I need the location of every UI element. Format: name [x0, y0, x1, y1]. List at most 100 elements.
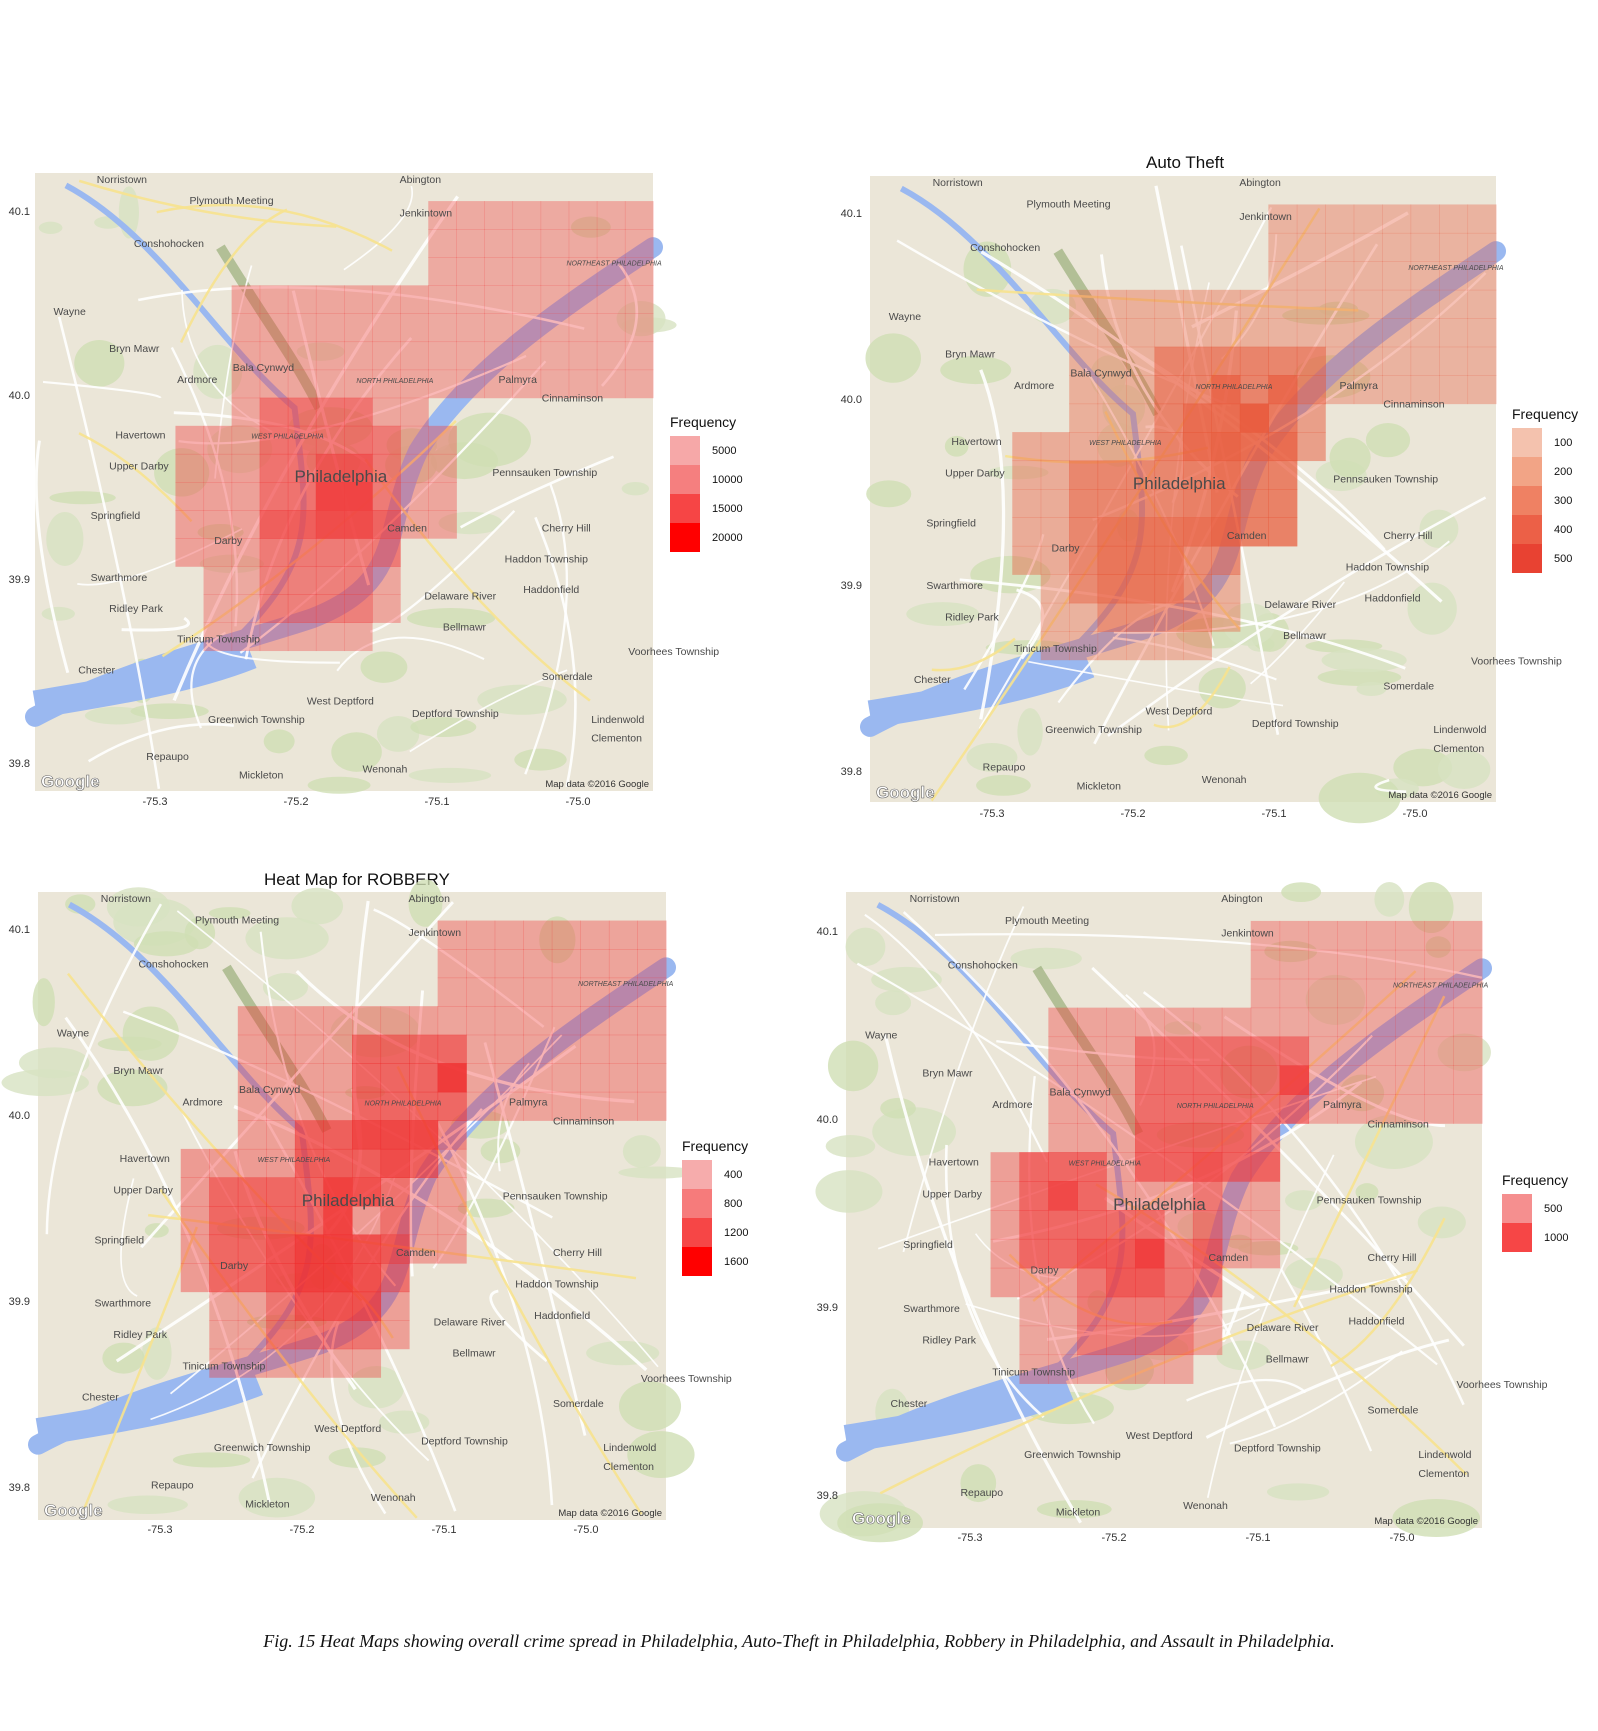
heat-tile: [637, 1034, 667, 1064]
heat-tile: [1097, 346, 1127, 376]
heat-tile: [1019, 1354, 1049, 1384]
road: [934, 933, 1483, 979]
heat-tile: [203, 566, 233, 595]
place-label: Haddon Township: [505, 553, 588, 565]
heat-tile: [1424, 920, 1454, 951]
heat-tile: [1164, 1238, 1194, 1269]
place-label: Greenwich Township: [208, 714, 305, 726]
heat-tile: [237, 1291, 267, 1321]
x-tick-label: -75.3: [142, 796, 168, 808]
heat-tile: [1366, 1036, 1396, 1066]
heat-tile: [1192, 1152, 1223, 1182]
heat-tile: [1250, 1123, 1281, 1153]
heat-tile: [1211, 289, 1241, 319]
heat-tile: [1325, 318, 1355, 348]
legend-title: Frequency: [670, 414, 737, 430]
heat-tile: [237, 1034, 267, 1064]
heat-tile: [1154, 517, 1184, 547]
heat-tile: [523, 1091, 553, 1121]
park-area: [940, 356, 1012, 385]
place-label: Upper Darby: [113, 1184, 173, 1196]
heat-tile: [237, 1120, 267, 1150]
heat-tile: [372, 285, 401, 314]
heat-tile: [231, 594, 261, 623]
heat-tile: [1097, 574, 1127, 604]
highway: [161, 420, 457, 658]
heat-tile: [209, 1348, 239, 1378]
legend-swatch: [1502, 1223, 1532, 1252]
heat-tile: [287, 397, 317, 427]
legend-label: 400: [724, 1168, 743, 1181]
park-area: [960, 1464, 997, 1503]
heat-tile: [294, 1063, 324, 1093]
legend-label: 1000: [1544, 1231, 1569, 1244]
place-label: Norristown: [910, 893, 960, 905]
heat-tile: [372, 341, 401, 371]
heat-tile: [1183, 403, 1212, 433]
heat-tile: [428, 313, 457, 343]
heat-tile: [1106, 1296, 1136, 1327]
heat-tile: [1239, 460, 1269, 490]
heat-tile: [1048, 1152, 1078, 1182]
place-label: Bellmawr: [443, 621, 487, 633]
heat-tile: [344, 341, 373, 371]
heat-tile: [259, 285, 289, 314]
heat-tile: [344, 566, 373, 595]
heat-tile: [1467, 375, 1497, 405]
heat-tile: [596, 201, 626, 230]
heat-tile: [1221, 1181, 1252, 1211]
park-area: [1419, 509, 1459, 549]
heat-tile: [1135, 1007, 1165, 1038]
park-area: [410, 717, 477, 737]
y-tick-label: 39.9: [816, 1302, 838, 1314]
heat-tile: [1154, 574, 1184, 604]
legend-entry: 1600: [682, 1247, 748, 1276]
heat-tile: [596, 341, 626, 371]
heat-tile: [1211, 517, 1241, 547]
highway: [931, 637, 1016, 672]
heat-tile: [1192, 1181, 1223, 1211]
heat-tile: [237, 1263, 267, 1293]
road: [172, 195, 460, 702]
road: [534, 516, 577, 787]
heat-tile: [209, 1263, 239, 1293]
heat-tile: [266, 1091, 296, 1121]
heat-tile: [1012, 545, 1042, 575]
heat-tile: [1183, 545, 1212, 575]
heat-tile: [1337, 1094, 1367, 1124]
legend-entry: 15000: [670, 494, 743, 523]
park-area: [1096, 422, 1140, 467]
heat-tile: [1097, 489, 1127, 518]
heat-tile: [1097, 517, 1127, 547]
legend-entry: 500: [1512, 544, 1578, 573]
heat-tile: [372, 566, 401, 595]
heat-tile: [1106, 1123, 1136, 1153]
heat-tile: [1077, 1152, 1107, 1182]
map-plot-area: Norristown Abington Plymouth Meeting Jenkin…: [1, 879, 732, 1520]
place-label: Repaupo: [151, 1480, 194, 1492]
heat-tile: [209, 1148, 239, 1178]
heat-tile: [1164, 1036, 1194, 1066]
y-tick-label: 39.8: [8, 1482, 30, 1494]
park-area: [130, 703, 209, 719]
heat-tile: [1106, 1238, 1136, 1269]
place-label: Repaupo: [983, 762, 1026, 774]
heat-tile: [1296, 346, 1326, 376]
heat-tile: [294, 1320, 324, 1350]
highway: [1153, 666, 1231, 729]
park-area: [1266, 1483, 1330, 1501]
heat-tile: [596, 257, 626, 286]
heat-tile: [1135, 1123, 1165, 1153]
place-label: NORTH PHILADELPHIA: [356, 378, 433, 385]
heat-tile: [540, 313, 570, 343]
place-label: Upper Darby: [945, 467, 1005, 479]
heat-tile: [203, 425, 233, 455]
legend-label: 500: [1554, 552, 1573, 565]
city-label: Philadelphia: [302, 1191, 395, 1210]
heat-tile: [1154, 489, 1184, 518]
y-tick-label: 40.1: [8, 206, 30, 218]
place-label: Somerdale: [542, 671, 593, 683]
highway: [83, 1226, 198, 1509]
heat-tile: [428, 257, 457, 286]
heat-tile: [1135, 1036, 1165, 1066]
